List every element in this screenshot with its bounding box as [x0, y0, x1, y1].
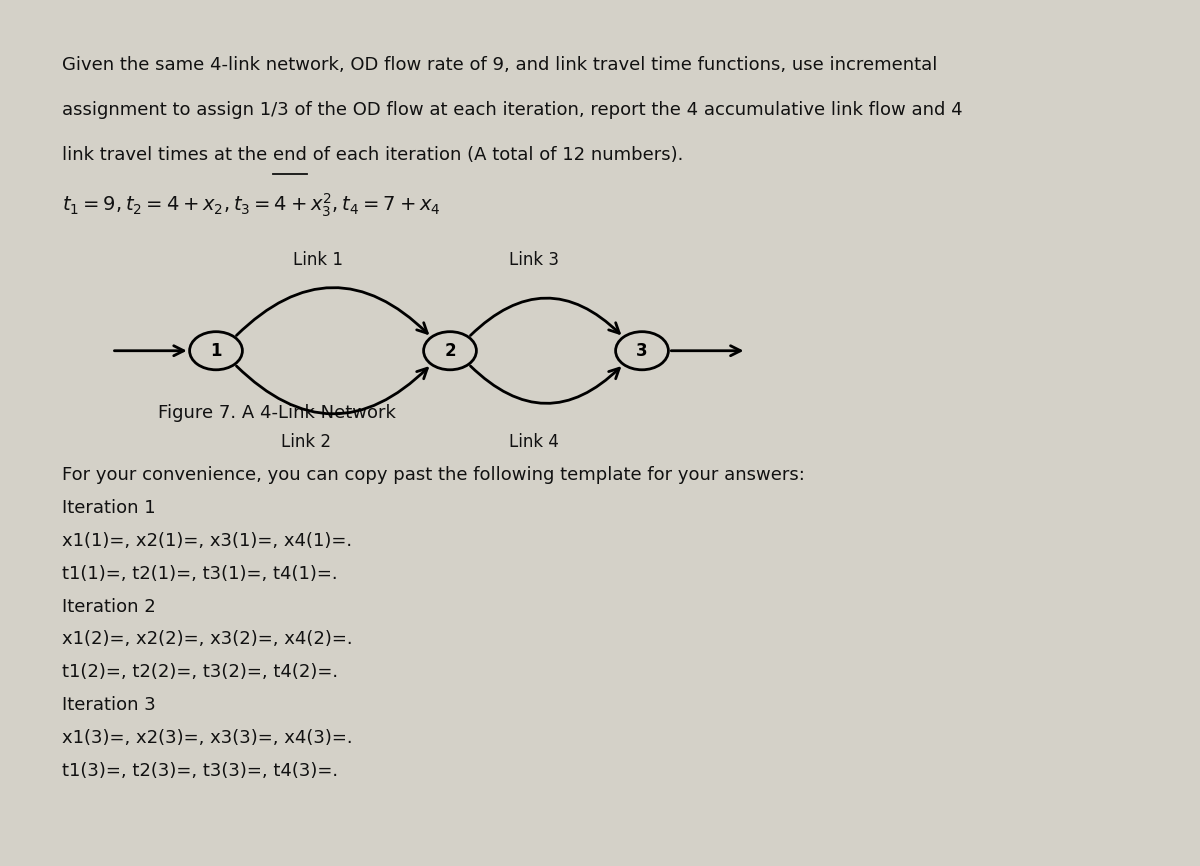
- FancyArrowPatch shape: [470, 366, 619, 404]
- Text: For your convenience, you can copy past the following template for your answers:: For your convenience, you can copy past …: [62, 466, 805, 484]
- Text: 1: 1: [210, 342, 222, 359]
- Text: Link 4: Link 4: [509, 433, 559, 450]
- Text: assignment to assign 1/3 of the OD flow at each iteration, report the 4 accumula: assignment to assign 1/3 of the OD flow …: [62, 101, 964, 120]
- Text: t1(1)=, t2(1)=, t3(1)=, t4(1)=.: t1(1)=, t2(1)=, t3(1)=, t4(1)=.: [62, 565, 338, 583]
- Text: Link 2: Link 2: [281, 433, 331, 450]
- Text: Iteration 1: Iteration 1: [62, 499, 156, 517]
- Text: link travel times at the: link travel times at the: [62, 146, 274, 165]
- Text: Figure 7. A 4-Link Network: Figure 7. A 4-Link Network: [158, 404, 396, 422]
- Text: x1(3)=, x2(3)=, x3(3)=, x4(3)=.: x1(3)=, x2(3)=, x3(3)=, x4(3)=.: [62, 729, 353, 747]
- Text: x1(2)=, x2(2)=, x3(2)=, x4(2)=.: x1(2)=, x2(2)=, x3(2)=, x4(2)=.: [62, 630, 353, 649]
- Text: $t_1 = 9, t_2 = 4 + x_2, t_3 = 4 + x_3^2, t_4 = 7 + x_4$: $t_1 = 9, t_2 = 4 + x_2, t_3 = 4 + x_3^2…: [62, 191, 440, 219]
- Text: Link 1: Link 1: [293, 251, 343, 268]
- FancyArrowPatch shape: [236, 288, 427, 335]
- FancyArrowPatch shape: [236, 366, 427, 414]
- Text: x1(1)=, x2(1)=, x3(1)=, x4(1)=.: x1(1)=, x2(1)=, x3(1)=, x4(1)=.: [62, 532, 353, 550]
- Text: t1(3)=, t2(3)=, t3(3)=, t4(3)=.: t1(3)=, t2(3)=, t3(3)=, t4(3)=.: [62, 762, 338, 780]
- Text: Iteration 3: Iteration 3: [62, 696, 156, 714]
- Text: of each iteration (A total of 12 numbers).: of each iteration (A total of 12 numbers…: [307, 146, 684, 165]
- Text: end: end: [274, 146, 307, 165]
- FancyArrowPatch shape: [470, 298, 619, 335]
- Text: 3: 3: [636, 342, 648, 359]
- Text: t1(2)=, t2(2)=, t3(2)=, t4(2)=.: t1(2)=, t2(2)=, t3(2)=, t4(2)=.: [62, 663, 338, 682]
- Text: Given the same 4-link network, OD flow rate of 9, and link travel time functions: Given the same 4-link network, OD flow r…: [62, 56, 937, 74]
- Text: Link 3: Link 3: [509, 251, 559, 268]
- Text: 2: 2: [444, 342, 456, 359]
- Text: Iteration 2: Iteration 2: [62, 598, 156, 616]
